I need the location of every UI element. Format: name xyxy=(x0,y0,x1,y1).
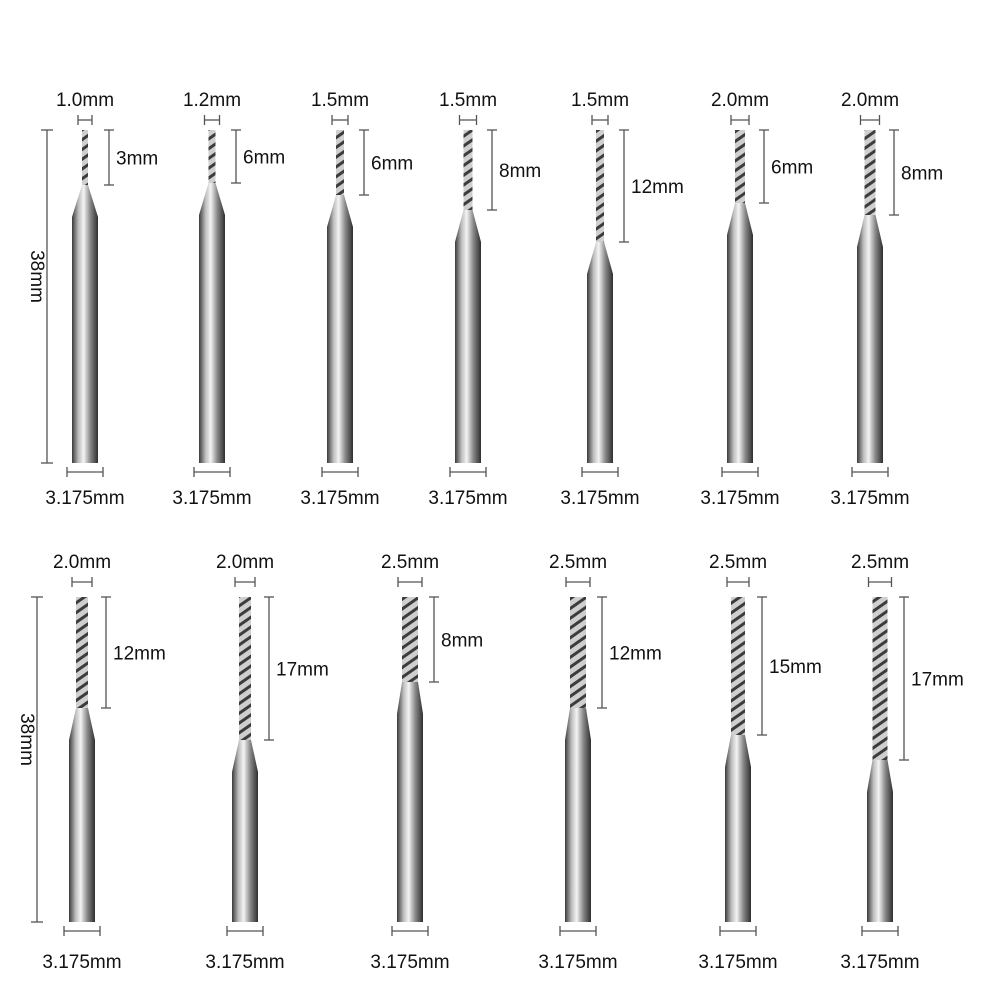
end-mill-bit: 2.0mm 6mm 3.175mm xyxy=(700,90,813,509)
bit-shank xyxy=(565,740,591,922)
flute-length-label: 8mm xyxy=(901,164,943,185)
bit-row: 38mm 1.0mm 3mm 3.175mm 1.2mm 6mm 3.175mm 1.5mm 6… xyxy=(26,90,943,509)
shank-diameter-label: 3.175mm xyxy=(700,488,779,509)
diameter-label: 1.0mm xyxy=(56,90,114,111)
shank-diameter-label: 3.175mm xyxy=(300,488,379,509)
bit-taper xyxy=(565,708,591,740)
flute-length-label: 12mm xyxy=(113,644,166,665)
shank-diameter-label: 3.175mm xyxy=(830,488,909,509)
flute-length-label: 15mm xyxy=(769,657,822,678)
bit-flute xyxy=(570,597,586,708)
flute-length-label: 6mm xyxy=(371,154,413,175)
flute-length-label: 17mm xyxy=(911,670,964,691)
bit-flute xyxy=(735,130,745,203)
shank-diameter-label: 3.175mm xyxy=(42,952,121,973)
bit-flute xyxy=(208,130,216,183)
end-mill-bit: 2.0mm 8mm 3.175mm xyxy=(830,90,943,509)
shank-diameter-label: 3.175mm xyxy=(538,952,617,973)
bit-taper xyxy=(867,760,893,792)
bit-flute xyxy=(82,130,88,185)
end-mill-bit: 2.0mm 12mm 3.175mm xyxy=(42,552,165,973)
bit-shank xyxy=(397,714,423,922)
bit-flute xyxy=(76,597,88,708)
diameter-label: 2.0mm xyxy=(216,552,274,573)
bit-taper xyxy=(327,195,353,227)
bit-taper xyxy=(725,735,751,767)
shank-diameter-label: 3.175mm xyxy=(698,952,777,973)
end-mill-bit: 2.5mm 12mm 3.175mm xyxy=(538,552,661,973)
end-mill-bit: 2.0mm 17mm 3.175mm xyxy=(205,552,328,973)
end-mill-bit: 2.5mm 8mm 3.175mm xyxy=(370,552,483,973)
end-mill-bit: 2.5mm 15mm 3.175mm xyxy=(698,552,821,973)
diameter-label: 1.5mm xyxy=(571,90,629,111)
bit-shank xyxy=(867,792,893,922)
bit-taper xyxy=(455,210,481,242)
flute-length-label: 8mm xyxy=(441,631,483,652)
end-mill-bit: 1.5mm 8mm 3.175mm xyxy=(428,90,541,509)
bit-taper xyxy=(727,203,753,235)
shank-diameter-label: 3.175mm xyxy=(370,952,449,973)
end-mill-bit: 2.5mm 17mm 3.175mm xyxy=(840,552,963,973)
bit-taper xyxy=(69,708,95,740)
flute-length-label: 6mm xyxy=(771,158,813,179)
bit-flute xyxy=(872,597,888,760)
bit-shank xyxy=(199,215,225,463)
bit-taper xyxy=(72,185,98,217)
bit-taper xyxy=(587,242,613,274)
bit-flute xyxy=(239,597,251,740)
bit-taper xyxy=(857,215,883,247)
bit-shank xyxy=(69,740,95,922)
shank-diameter-label: 3.175mm xyxy=(560,488,639,509)
flute-length-label: 6mm xyxy=(243,148,285,169)
bit-flute xyxy=(336,130,344,195)
diameter-label: 2.5mm xyxy=(851,552,909,573)
diameter-label: 2.5mm xyxy=(381,552,439,573)
shank-diameter-label: 3.175mm xyxy=(428,488,507,509)
bit-flute xyxy=(596,130,604,242)
flute-length-label: 12mm xyxy=(631,177,684,198)
bit-shank xyxy=(72,217,98,463)
bit-flute xyxy=(402,597,418,682)
diameter-label: 2.0mm xyxy=(841,90,899,111)
end-mill-bit: 1.5mm 12mm 3.175mm xyxy=(560,90,683,509)
diameter-label: 1.2mm xyxy=(183,90,241,111)
flute-length-label: 12mm xyxy=(609,644,662,665)
bit-shank xyxy=(725,767,751,922)
shank-diameter-label: 3.175mm xyxy=(172,488,251,509)
bit-flute xyxy=(463,130,473,210)
bit-shank xyxy=(727,235,753,463)
bit-flute xyxy=(731,597,745,735)
overall-length-label: 38mm xyxy=(16,713,37,766)
end-mill-bit: 1.0mm 3mm 3.175mm xyxy=(45,90,158,509)
flute-length-label: 17mm xyxy=(276,660,329,681)
shank-diameter-label: 3.175mm xyxy=(205,952,284,973)
bit-flute xyxy=(864,130,876,215)
diameter-label: 2.5mm xyxy=(709,552,767,573)
bit-taper xyxy=(232,740,258,772)
shank-diameter-label: 3.175mm xyxy=(840,952,919,973)
bit-taper xyxy=(397,682,423,714)
bit-row: 38mm2.0mm12mm3.175mm2.0mm17mm3.175mm2.5m… xyxy=(16,552,964,973)
diameter-label: 2.5mm xyxy=(549,552,607,573)
diameter-label: 2.0mm xyxy=(53,552,111,573)
diameter-label: 2.0mm xyxy=(711,90,769,111)
overall-length-label: 38mm xyxy=(26,250,47,303)
end-mill-bit: 1.2mm 6mm 3.175mm xyxy=(172,90,285,509)
bit-shank xyxy=(455,242,481,463)
bit-shank xyxy=(232,772,258,922)
diameter-label: 1.5mm xyxy=(439,90,497,111)
bit-shank xyxy=(327,227,353,463)
end-mill-bit: 1.5mm 6mm 3.175mm xyxy=(300,90,413,509)
bit-taper xyxy=(199,183,225,215)
shank-diameter-label: 3.175mm xyxy=(45,488,124,509)
flute-length-label: 3mm xyxy=(116,149,158,170)
bit-shank xyxy=(857,247,883,463)
diameter-label: 1.5mm xyxy=(311,90,369,111)
flute-length-label: 8mm xyxy=(499,161,541,182)
bit-shank xyxy=(587,274,613,463)
